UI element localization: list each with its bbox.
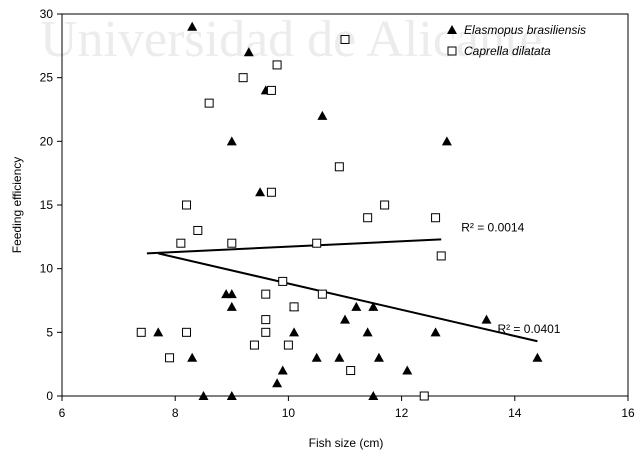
elasmopus-point <box>441 136 452 146</box>
elasmopus-point <box>402 365 413 375</box>
caprella-point <box>136 327 146 337</box>
x-axis-label: Fish size (cm) <box>309 436 384 450</box>
caprella-point <box>176 238 186 248</box>
elasmopus-point <box>153 327 164 337</box>
y-tick-label: 20 <box>40 134 54 148</box>
caprella-point <box>340 34 350 44</box>
r-squared-label: R² = 0.0014 <box>461 220 524 234</box>
x-tick-label: 6 <box>59 406 66 420</box>
caprella-point <box>182 200 192 210</box>
x-tick-label: 12 <box>395 406 409 420</box>
caprella-point <box>380 200 390 210</box>
elasmopus-point <box>226 301 237 311</box>
plot-border <box>61 13 629 397</box>
caprella-point <box>419 391 429 401</box>
elasmopus-point <box>289 327 300 337</box>
elasmopus-point <box>226 289 237 299</box>
legend-label: Caprella dilatata <box>464 44 551 58</box>
legend-marker <box>447 25 457 34</box>
elasmopus-point <box>334 352 345 362</box>
elasmopus-point <box>368 391 379 400</box>
x-tick-label: 10 <box>282 406 296 420</box>
x-tick-label: 16 <box>621 406 635 420</box>
caprella-point <box>193 225 203 235</box>
caprella-point <box>289 302 299 312</box>
caprella-point <box>436 251 446 261</box>
caprella-point <box>204 98 214 108</box>
caprella-point <box>278 276 288 286</box>
elasmopus-point <box>368 301 379 311</box>
elasmopus-point <box>226 136 237 146</box>
elasmopus-point <box>272 378 283 388</box>
caprella-point <box>261 315 271 325</box>
elasmopus-point <box>243 47 254 57</box>
y-axis-label: Feeding efficiency <box>10 157 24 254</box>
trendline <box>157 252 538 343</box>
caprella-point <box>165 353 175 363</box>
caprella-point <box>272 60 282 70</box>
caprella-point <box>283 340 293 350</box>
elasmopus-point <box>340 314 350 324</box>
elasmopus-point <box>481 314 492 324</box>
y-tick-label: 5 <box>46 325 53 339</box>
y-tick-label: 30 <box>40 7 54 21</box>
x-tick-label: 14 <box>508 406 522 420</box>
caprella-point <box>227 238 237 248</box>
caprella-point <box>363 213 373 223</box>
caprella-point <box>431 213 441 223</box>
caprella-point <box>266 85 276 95</box>
y-tick-label: 25 <box>40 71 54 85</box>
x-tick-label: 8 <box>172 406 179 420</box>
elasmopus-point <box>255 187 266 197</box>
caprella-point <box>261 289 271 299</box>
r-squared-label: R² = 0.0401 <box>497 322 560 336</box>
elasmopus-point <box>226 391 237 400</box>
elasmopus-point <box>187 352 198 362</box>
elasmopus-point <box>532 352 543 362</box>
caprella-point <box>317 289 327 299</box>
axis-ticks: 6 8 10 12 14 16 0 5 10 15 20 25 30 <box>40 7 635 420</box>
elasmopus-point <box>311 352 322 362</box>
trendlines: R² = 0.0014 R² = 0.0401 <box>146 220 561 343</box>
caprella-point <box>334 162 344 172</box>
elasmopus-point <box>187 21 198 31</box>
y-tick-label: 0 <box>46 389 53 403</box>
legend: Elasmopus brasiliensis Caprella dilatata <box>447 23 586 58</box>
elasmopus-point <box>317 110 328 120</box>
caprella-point <box>312 238 322 248</box>
y-tick-label: 15 <box>40 198 54 212</box>
caprella-point <box>182 327 192 337</box>
caprella-point <box>266 187 276 197</box>
elasmopus-point <box>198 391 209 400</box>
data-points <box>136 21 543 401</box>
y-tick-label: 10 <box>40 262 54 276</box>
legend-label: Elasmopus brasiliensis <box>464 23 586 37</box>
elasmopus-point <box>351 301 362 311</box>
caprella-point <box>261 327 271 337</box>
plot-area <box>61 13 629 397</box>
elasmopus-point <box>362 327 373 337</box>
caprella-point <box>346 366 356 376</box>
elasmopus-point <box>277 365 288 375</box>
elasmopus-point <box>373 352 384 362</box>
elasmopus-point <box>430 327 441 337</box>
watermark-text: Universidad de Alicante <box>40 11 543 68</box>
legend-marker <box>447 46 457 56</box>
trendline <box>146 238 442 255</box>
caprella-point <box>238 73 248 83</box>
caprella-point <box>249 340 259 350</box>
